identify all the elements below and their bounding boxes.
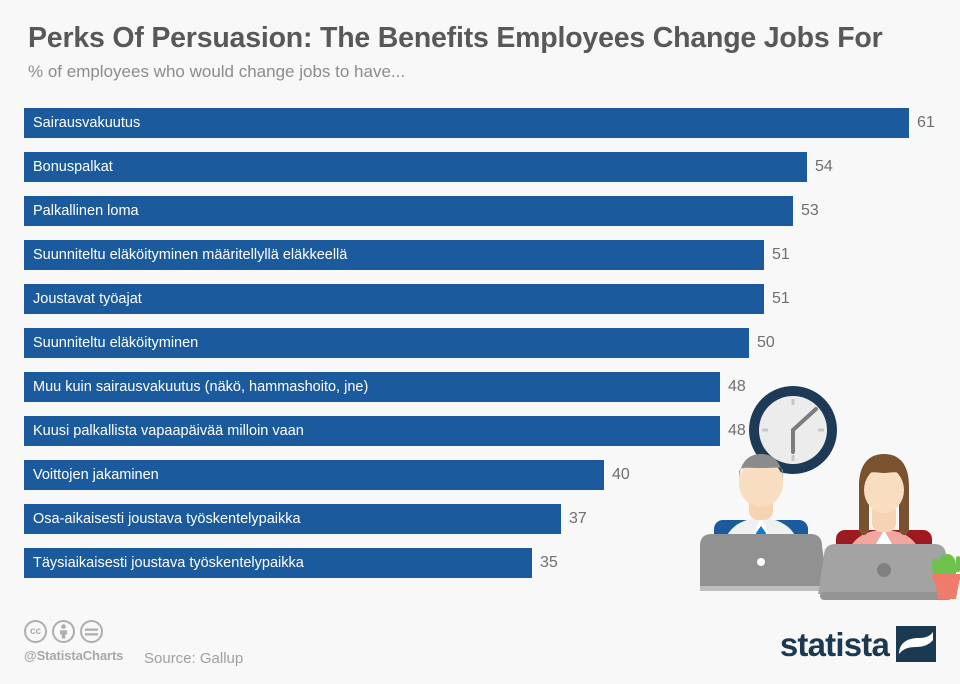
creative-commons-block: cc @StatistaCharts (24, 620, 123, 663)
bar-value-label: 61 (917, 114, 935, 131)
creative-commons-icons: cc (24, 620, 123, 643)
bar-category-label: Täysiaikaisesti joustava työskentelypaik… (33, 554, 304, 571)
bar-value-label: 50 (757, 334, 775, 351)
cc-nd-equals-icon (80, 620, 103, 643)
bar: Osa-aikaisesti joustava työskentelypaikk… (24, 504, 561, 534)
bar: Kuusi palkallista vapaapäivää milloin va… (24, 416, 720, 446)
bar-value-label: 48 (728, 378, 746, 395)
bar-category-label: Suunniteltu eläköityminen määritellyllä … (33, 246, 348, 263)
bar-category-label: Palkallinen loma (33, 202, 139, 219)
bar-category-label: Kuusi palkallista vapaapäivää milloin va… (33, 422, 304, 439)
statista-wordmark: statista (779, 625, 890, 663)
bar-value-label: 48 (728, 422, 746, 439)
bar: Bonuspalkat (24, 152, 807, 182)
bar-category-label: Sairausvakuutus (33, 114, 141, 131)
bar-row: Muu kuin sairausvakuutus (näkö, hammasho… (24, 372, 746, 402)
bar-category-label: Osa-aikaisesti joustava työskentelypaikk… (33, 510, 301, 527)
bar: Suunniteltu eläköityminen (24, 328, 749, 358)
bar-value-label: 51 (772, 290, 790, 307)
bar: Suunniteltu eläköityminen määritellyllä … (24, 240, 764, 270)
bar-chart-plot: Sairausvakuutus 61 Bonuspalkat 54 Palkalline… (0, 108, 960, 600)
bar-category-label: Joustavat työajat (33, 290, 142, 307)
bar: Joustavat työajat (24, 284, 764, 314)
page-title: Perks Of Persuasion: The Benefits Employ… (28, 22, 883, 54)
statista-handle: @StatistaCharts (24, 648, 124, 663)
bar: Muu kuin sairausvakuutus (näkö, hammasho… (24, 372, 720, 402)
bar: Täysiaikaisesti joustava työskentelypaik… (24, 548, 532, 578)
bar-value-label: 37 (569, 510, 587, 527)
bar-row: Suunniteltu eläköityminen 50 (24, 328, 775, 358)
bar-category-label: Muu kuin sairausvakuutus (näkö, hammasho… (33, 378, 369, 395)
bar-row: Palkallinen loma 53 (24, 196, 819, 226)
bar: Voittojen jakaminen (24, 460, 604, 490)
bar: Sairausvakuutus (24, 108, 909, 138)
bar-row: Osa-aikaisesti joustava työskentelypaikk… (24, 504, 587, 534)
bar-row: Sairausvakuutus 61 (24, 108, 935, 138)
bar-row: Täysiaikaisesti joustava työskentelypaik… (24, 548, 558, 578)
bar-category-label: Bonuspalkat (33, 158, 113, 175)
bar-value-label: 40 (612, 466, 630, 483)
statista-logo: statista (780, 626, 936, 662)
bar-row: Bonuspalkat 54 (24, 152, 833, 182)
bar-value-label: 35 (540, 554, 558, 571)
bar-value-label: 54 (815, 158, 833, 175)
statista-mark-icon (896, 626, 936, 662)
bar-row: Suunniteltu eläköityminen määritellyllä … (24, 240, 790, 270)
bar-category-label: Suunniteltu eläköityminen (33, 334, 199, 351)
chart-footer: cc @StatistaCharts Source: Gallup statis… (0, 606, 960, 684)
source-label: Source: Gallup (144, 650, 244, 667)
bar-row: Voittojen jakaminen 40 (24, 460, 630, 490)
bar-value-label: 51 (772, 246, 790, 263)
bar-category-label: Voittojen jakaminen (33, 466, 159, 483)
cc-icon: cc (24, 620, 47, 643)
bar-row: Joustavat työajat 51 (24, 284, 790, 314)
cc-by-person-icon (52, 620, 75, 643)
bar-row: Kuusi palkallista vapaapäivää milloin va… (24, 416, 746, 446)
bar: Palkallinen loma (24, 196, 793, 226)
bar-value-label: 53 (801, 202, 819, 219)
chart-subtitle: % of employees who would change jobs to … (28, 61, 406, 81)
chart-header: Perks Of Persuasion: The Benefits Employ… (0, 0, 960, 82)
